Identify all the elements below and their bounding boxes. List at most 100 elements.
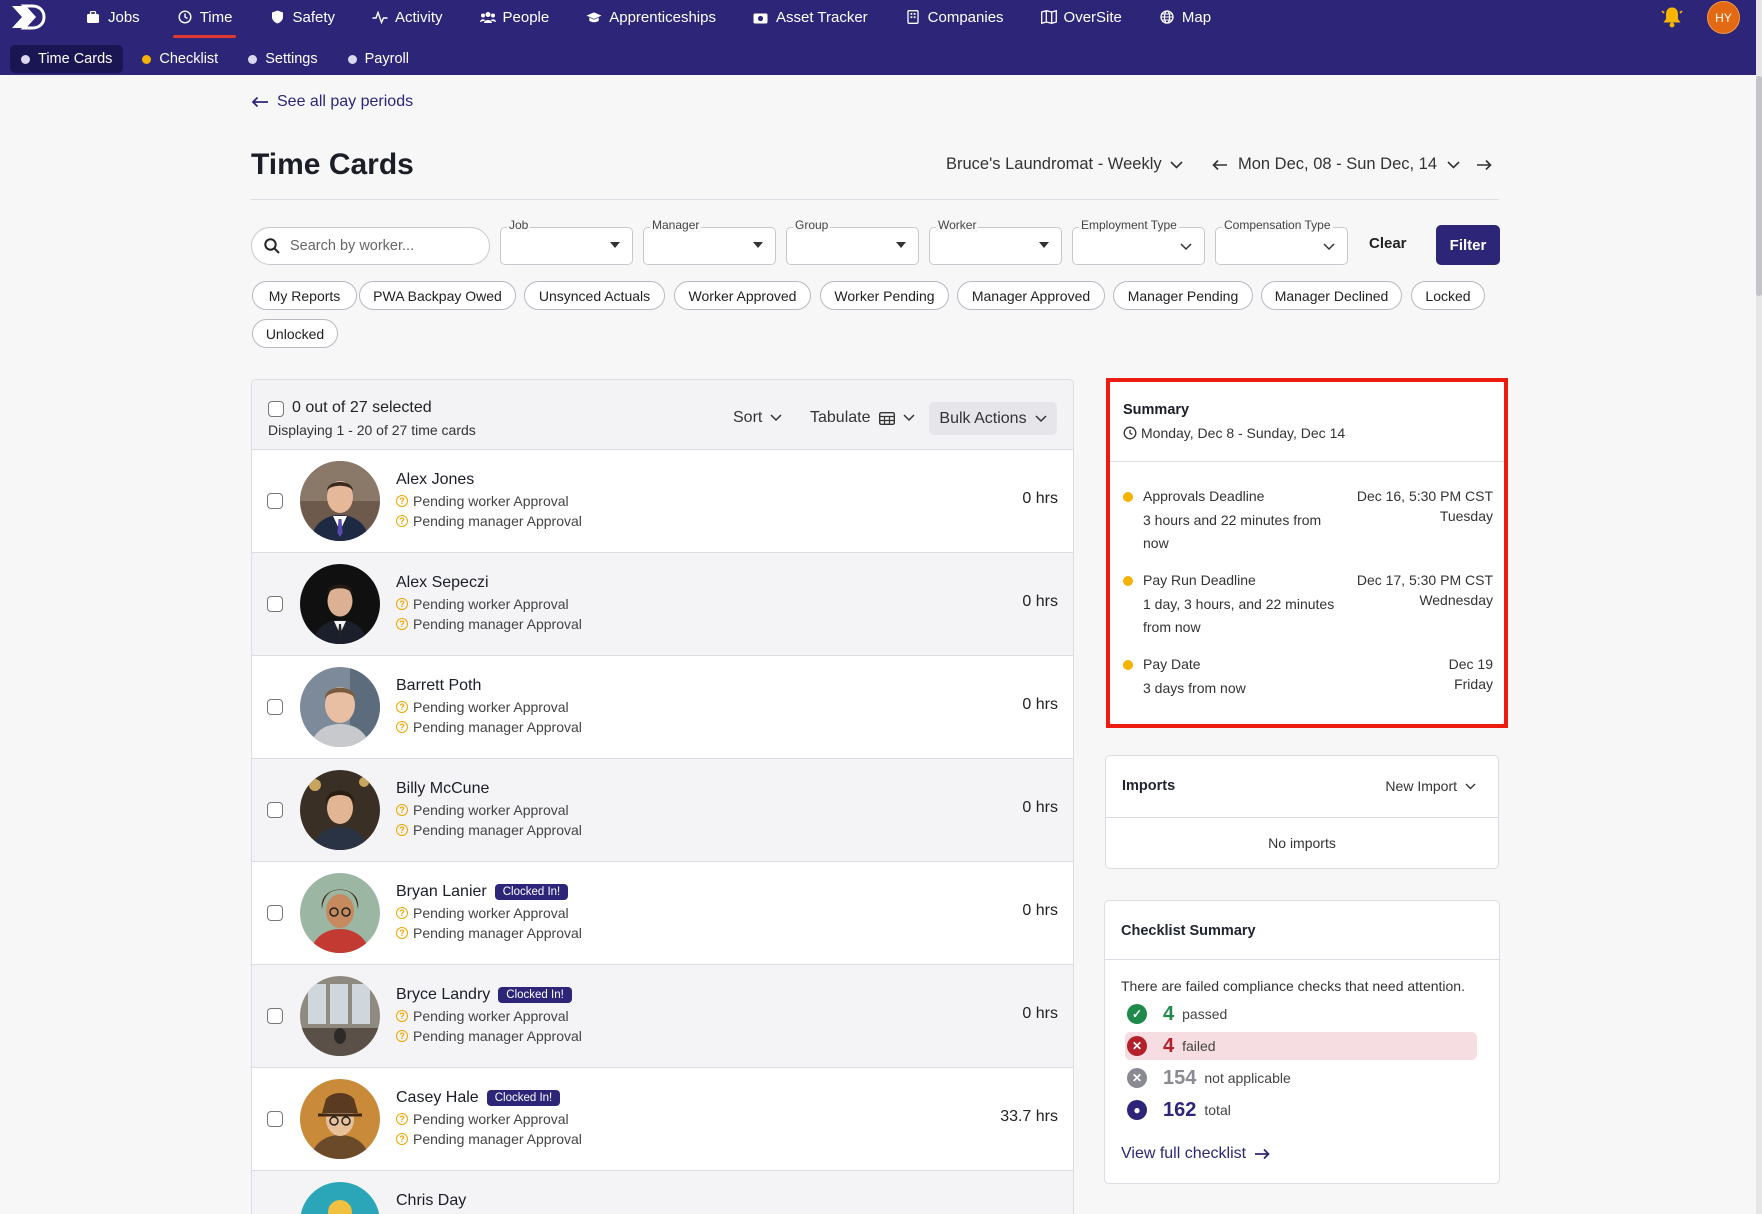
status-text: Pending worker Approval (413, 1111, 569, 1127)
worker-name[interactable]: Barrett Poth (396, 677, 482, 694)
time-card-row[interactable]: Bryce Landry Clocked In! ? Pending worker … (252, 965, 1073, 1068)
time-card-row[interactable]: Alex Jones ? Pending worker Approval ? Pen… (252, 450, 1073, 553)
new-import-dropdown[interactable]: New Import (1385, 778, 1476, 794)
employment-type-filter-dropdown[interactable]: Employment Type (1072, 218, 1205, 265)
notification-bell-icon[interactable] (1660, 5, 1684, 29)
time-card-row[interactable]: Barrett Poth ? Pending worker Approval ? P… (252, 656, 1073, 759)
nav-item-jobs[interactable]: Jobs (85, 0, 140, 34)
row-checkbox[interactable] (267, 1111, 283, 1127)
chip-locked[interactable]: Locked (1411, 281, 1485, 310)
company-logo-icon[interactable] (10, 4, 46, 30)
status-text: Pending worker Approval (413, 905, 569, 921)
worker-search-input[interactable]: Search by worker... (251, 227, 490, 265)
row-checkbox[interactable] (267, 905, 283, 921)
nav-item-companies[interactable]: Companies (905, 0, 1004, 34)
nav-item-map[interactable]: Map (1159, 0, 1211, 34)
clear-filters-button[interactable]: Clear (1369, 235, 1407, 252)
nav-item-asset-tracker[interactable]: Asset Tracker (753, 0, 868, 34)
manager-approval-status: ? Pending manager Approval (396, 925, 582, 941)
back-to-pay-periods-link[interactable]: See all pay periods (251, 93, 413, 111)
worker-name[interactable]: Billy McCune (396, 780, 490, 797)
manager-filter-dropdown[interactable]: Manager (643, 218, 776, 265)
time-card-row[interactable]: Bryan Lanier Clocked In! ? Pending worker … (252, 862, 1073, 965)
group-filter-dropdown[interactable]: Group (786, 218, 919, 265)
row-checkbox[interactable] (267, 1008, 283, 1024)
chevron-down-icon[interactable] (1447, 160, 1460, 169)
chip-manager-declined[interactable]: Manager Declined (1261, 281, 1402, 310)
subnav-settings[interactable]: Settings (237, 45, 328, 73)
worker-name[interactable]: Bryan Lanier (396, 883, 487, 900)
nav-item-safety[interactable]: Safety (269, 0, 335, 34)
stat-label: failed (1182, 1038, 1216, 1054)
subnav-payroll[interactable]: Payroll (337, 45, 420, 73)
subnav-label: Checklist (159, 51, 219, 67)
job-filter-dropdown[interactable]: Job (500, 218, 633, 265)
chip-my-reports[interactable]: My Reports (252, 281, 357, 310)
time-card-row[interactable]: Alex Sepeczi ? Pending worker Approval ? P… (252, 553, 1073, 656)
nav-item-oversite[interactable]: OverSite (1040, 0, 1122, 34)
hours-total: 0 hrs (1022, 1005, 1058, 1022)
status-text: Pending manager Approval (413, 925, 582, 941)
next-period-arrow-icon[interactable] (1476, 159, 1492, 171)
select-all-checkbox[interactable] (268, 401, 284, 417)
question-circle-icon: ? (396, 495, 408, 507)
nav-item-apprenticeships[interactable]: Apprenticeships (586, 0, 716, 34)
chip-pwa-backpay-owed[interactable]: PWA Backpay Owed (359, 281, 516, 310)
list-header: 0 out of 27 selected Displaying 1 - 20 o… (252, 380, 1073, 450)
worker-name[interactable]: Chris Day (396, 1192, 467, 1209)
row-checkbox[interactable] (267, 493, 283, 509)
time-card-row[interactable]: Chris Day (252, 1171, 1073, 1214)
worker-filter-dropdown[interactable]: Worker (929, 218, 1062, 265)
check-circle-icon: ✓ (1127, 1004, 1147, 1024)
chip-unsynced-actuals[interactable]: Unsynced Actuals (524, 281, 665, 310)
time-card-row[interactable]: Billy McCune ? Pending worker Approval ? P… (252, 759, 1073, 862)
worker-name-line: Chris Day (396, 1192, 466, 1210)
worker-name[interactable]: Alex Jones (396, 471, 475, 488)
user-avatar[interactable]: HY (1707, 1, 1740, 34)
tabulate-label: Tabulate (810, 409, 871, 426)
date-range-select[interactable]: Mon Dec, 08 - Sun Dec, 14 (1238, 155, 1438, 173)
nav-item-time[interactable]: Time (172, 0, 237, 38)
pay-schedule-select[interactable]: Bruce's Laundromat - Weekly (946, 155, 1183, 174)
worker-approval-status: ? Pending worker Approval (396, 1008, 569, 1024)
worker-name[interactable]: Bryce Landry (396, 986, 491, 1003)
row-checkbox[interactable] (267, 699, 283, 715)
apply-filter-button[interactable]: Filter (1436, 225, 1500, 265)
sort-dropdown[interactable]: Sort (733, 409, 782, 427)
summary-range-text: Monday, Dec 8 - Sunday, Dec 14 (1141, 425, 1346, 441)
search-icon (264, 238, 280, 254)
bulk-actions-dropdown[interactable]: Bulk Actions (929, 402, 1057, 435)
clock-icon (1123, 426, 1137, 440)
chip-worker-approved[interactable]: Worker Approved (674, 281, 811, 310)
status-dot-icon (21, 54, 30, 64)
manager-approval-status: ? Pending manager Approval (396, 822, 582, 838)
worker-name-line: Bryce Landry Clocked In! (396, 986, 572, 1004)
scrollbar-thumb[interactable] (1756, 76, 1762, 296)
time-card-row[interactable]: Casey Hale Clocked In! ? Pending worker Ap… (252, 1068, 1073, 1171)
worker-name-line: Bryan Lanier Clocked In! (396, 883, 569, 901)
page-scrollbar[interactable] (1756, 0, 1762, 1214)
chip-manager-pending[interactable]: Manager Pending (1113, 281, 1253, 310)
date-range-navigator: Mon Dec, 08 - Sun Dec, 14 (1212, 155, 1492, 174)
worker-photo (300, 976, 380, 1056)
chip-unlocked[interactable]: Unlocked (252, 319, 338, 348)
compensation-type-filter-dropdown[interactable]: Compensation Type (1215, 218, 1348, 265)
imports-divider (1106, 817, 1498, 818)
tabulate-dropdown[interactable]: Tabulate (810, 409, 915, 427)
map-book-icon (1040, 9, 1057, 25)
chip-manager-approved[interactable]: Manager Approved (957, 281, 1105, 310)
chip-worker-pending[interactable]: Worker Pending (820, 281, 949, 310)
nav-item-people[interactable]: People (479, 0, 549, 34)
subnav-checklist[interactable]: Checklist (131, 45, 229, 73)
subnav-time-cards[interactable]: Time Cards (10, 45, 124, 73)
worker-name[interactable]: Casey Hale (396, 1089, 479, 1106)
previous-period-arrow-icon[interactable] (1212, 159, 1228, 171)
nav-item-activity[interactable]: Activity (372, 0, 443, 34)
row-checkbox[interactable] (267, 802, 283, 818)
back-link-label: See all pay periods (277, 93, 414, 110)
sub-navigation: Time Cards Checklist Settings Payroll (10, 45, 428, 73)
worker-photo (300, 770, 380, 850)
worker-name[interactable]: Alex Sepeczi (396, 574, 489, 591)
row-checkbox[interactable] (267, 596, 283, 612)
view-full-checklist-link[interactable]: View full checklist (1121, 1145, 1270, 1163)
